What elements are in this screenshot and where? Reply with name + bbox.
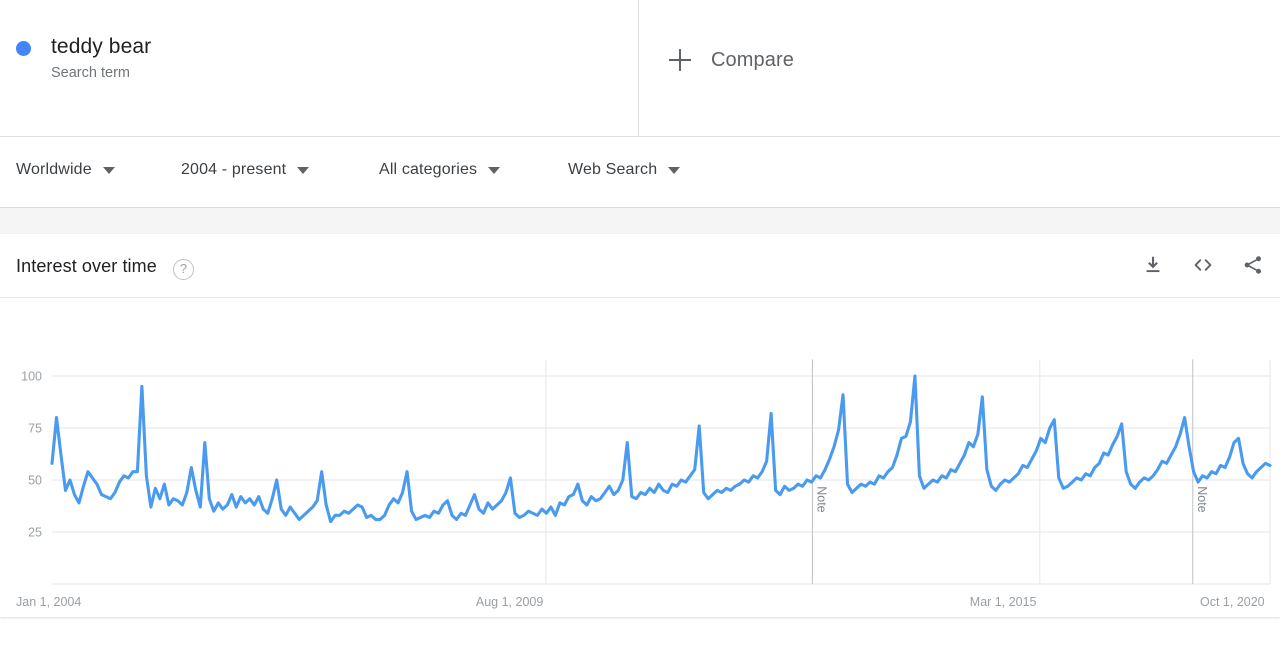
search-term-bar: teddy bear Search term Compare [0,0,1280,137]
background-band [0,208,1280,234]
x-axis-tick-label: Jan 1, 2004 [16,595,81,609]
filter-location[interactable]: Worldwide [16,159,115,181]
chevron-down-icon [102,166,115,174]
search-term-card[interactable]: teddy bear Search term [0,0,639,136]
y-axis-tick-label: 25 [28,526,42,540]
chevron-down-icon [297,166,310,174]
x-axis-tick-label: Oct 1, 2020 [1200,595,1265,609]
embed-code-icon [1194,259,1212,271]
page-title: Interest over time [16,256,157,276]
series-color-dot [16,41,31,56]
note-annotation-label[interactable]: Note [1195,486,1209,512]
filter-location-label: Worldwide [16,161,92,178]
note-annotation-label[interactable]: Note [814,486,828,512]
compare-card: Compare [639,0,1280,136]
filter-bar: Worldwide 2004 - present All categories … [0,137,1280,208]
share-button[interactable] [1236,248,1270,282]
series-line-teddy-bear [50,374,1272,524]
search-term-subtitle: Search term [51,65,130,81]
card-actions [1136,248,1270,282]
y-axis-tick-label: 50 [28,474,42,488]
compare-label: Compare [711,49,794,71]
search-term-title: teddy bear [51,35,152,58]
download-button[interactable] [1136,248,1170,282]
download-icon [1146,256,1160,273]
trends-line-chart: 25 50 75 100 Note Note Jan 1, 2004 Aug 1, 2009 M… [16,359,1272,609]
y-axis-tick-label: 100 [21,370,42,384]
interest-over-time-card: Interest over time [0,234,1280,617]
x-axis-tick-label: Mar 1, 2015 [970,595,1037,609]
interest-over-time-chart[interactable]: 25 50 75 100 Note Note Jan 1, 2004 Aug 1, 2009 M… [0,298,1280,617]
card-header: Interest over time [0,234,1280,298]
add-comparison-button[interactable]: Compare [669,48,794,72]
plus-icon [669,49,691,71]
embed-code-button[interactable] [1186,248,1220,282]
filter-search-type-label: Web Search [568,161,658,178]
x-axis-tick-label: Aug 1, 2009 [476,595,543,609]
share-icon [1244,256,1261,274]
y-axis-tick-label: 75 [28,422,42,436]
filter-time-range[interactable]: 2004 - present [181,159,310,181]
filter-category-label: All categories [379,161,478,178]
chevron-down-icon [668,166,681,174]
filter-search-type[interactable]: Web Search [568,159,681,181]
filter-category[interactable]: All categories [379,159,501,181]
help-icon[interactable]: ? [173,259,194,280]
filter-time-range-label: 2004 - present [181,161,287,178]
chevron-down-icon [488,166,501,174]
